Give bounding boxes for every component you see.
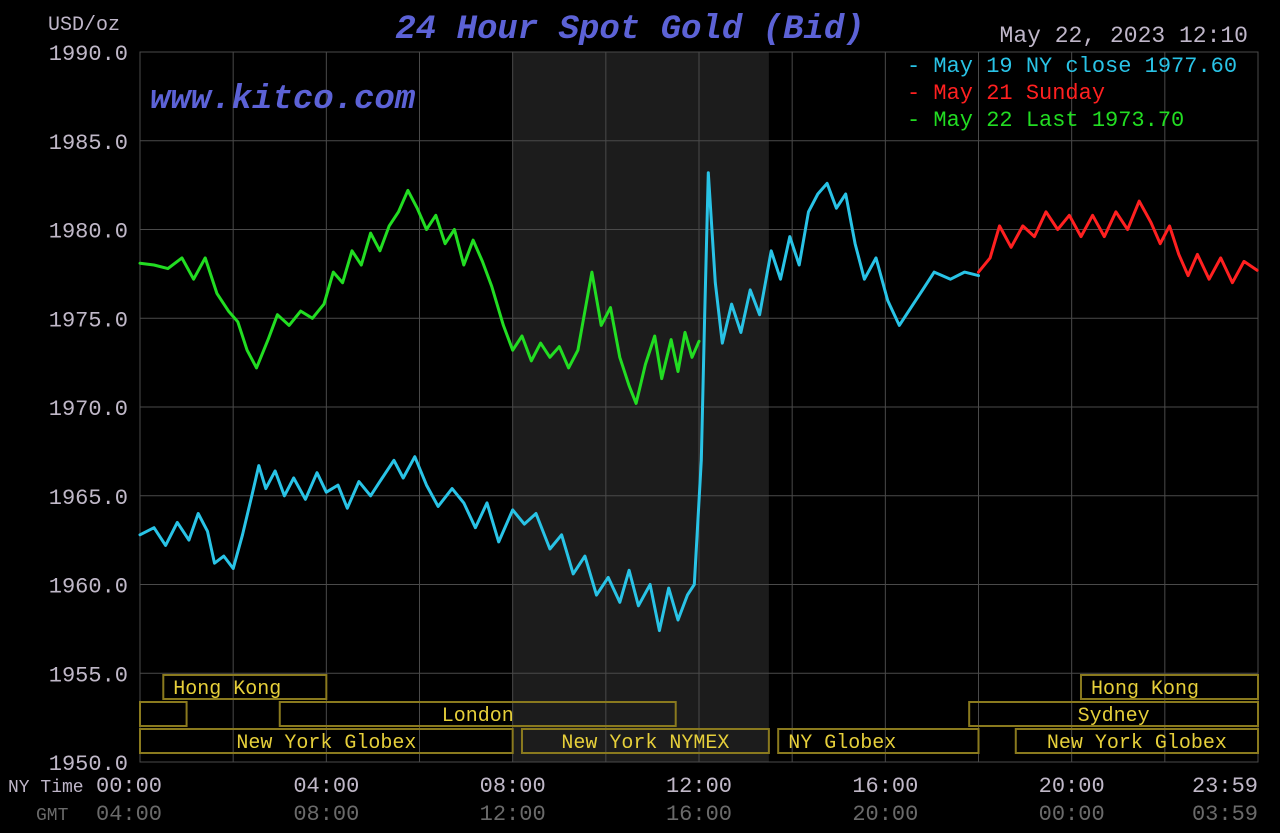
x-tick-gmt: 16:00 <box>666 802 732 827</box>
legend-item: - May 22 Last 1973.70 <box>907 108 1184 133</box>
y-tick-label: 1970.0 <box>49 397 128 422</box>
x-axis-gmt-label: GMT <box>36 806 69 826</box>
y-tick-label: 1980.0 <box>49 220 128 245</box>
market-session-label: London <box>442 705 514 728</box>
watermark-url: www.kitco.com <box>150 81 416 119</box>
y-tick-label: 1965.0 <box>49 486 128 511</box>
market-session-label: Sydney <box>1078 705 1150 728</box>
x-tick-gmt: 12:00 <box>480 802 546 827</box>
y-tick-label: 1955.0 <box>49 663 128 688</box>
market-session-label: New York NYMEX <box>561 732 729 755</box>
x-tick-ny: 16:00 <box>852 774 918 799</box>
y-tick-label: 1990.0 <box>49 42 128 67</box>
x-tick-ny: 04:00 <box>293 774 359 799</box>
x-tick-gmt: 08:00 <box>293 802 359 827</box>
market-session-label: New York Globex <box>1047 732 1227 755</box>
chart-title: 24 Hour Spot Gold (Bid) <box>395 11 864 49</box>
x-axis-ny-label: NY Time <box>8 778 84 798</box>
chart-timestamp: May 22, 2023 12:10 <box>1000 23 1248 49</box>
gold-spot-chart: 1950.01955.01960.01965.01970.01975.01980… <box>0 0 1280 833</box>
y-tick-label: 1985.0 <box>49 131 128 156</box>
y-tick-label: 1975.0 <box>49 308 128 333</box>
x-tick-gmt: 00:00 <box>1039 802 1105 827</box>
x-tick-ny: 00:00 <box>96 774 162 799</box>
x-tick-ny: 08:00 <box>480 774 546 799</box>
market-session-label: Hong Kong <box>1091 678 1199 701</box>
legend-item: - May 21 Sunday <box>907 81 1105 106</box>
chart-svg: 1950.01955.01960.01965.01970.01975.01980… <box>0 0 1280 833</box>
x-tick-ny: 12:00 <box>666 774 732 799</box>
x-tick-gmt: 04:00 <box>96 802 162 827</box>
x-tick-ny: 20:00 <box>1039 774 1105 799</box>
x-tick-ny: 23:59 <box>1192 774 1258 799</box>
y-axis-unit-label: USD/oz <box>48 14 120 37</box>
x-tick-gmt: 03:59 <box>1192 802 1258 827</box>
market-session-label: NY Globex <box>788 732 896 755</box>
market-session-label: New York Globex <box>236 732 416 755</box>
y-tick-label: 1960.0 <box>49 575 128 600</box>
market-session-label: Hong Kong <box>173 678 281 701</box>
x-tick-gmt: 20:00 <box>852 802 918 827</box>
legend-item: - May 19 NY close 1977.60 <box>907 54 1237 79</box>
